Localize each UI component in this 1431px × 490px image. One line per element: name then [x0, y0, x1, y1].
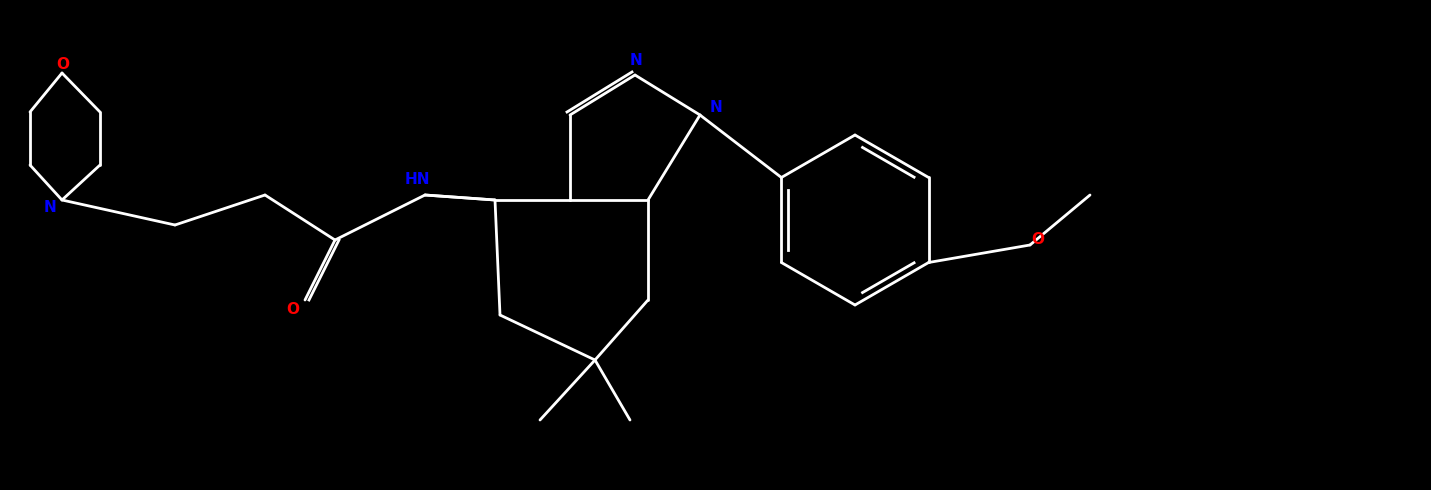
Text: O: O	[1032, 232, 1045, 247]
Text: N: N	[710, 99, 723, 115]
Text: N: N	[630, 53, 643, 69]
Text: N: N	[43, 200, 56, 216]
Text: O: O	[56, 57, 70, 73]
Text: O: O	[286, 302, 299, 318]
Text: HN: HN	[404, 172, 429, 188]
